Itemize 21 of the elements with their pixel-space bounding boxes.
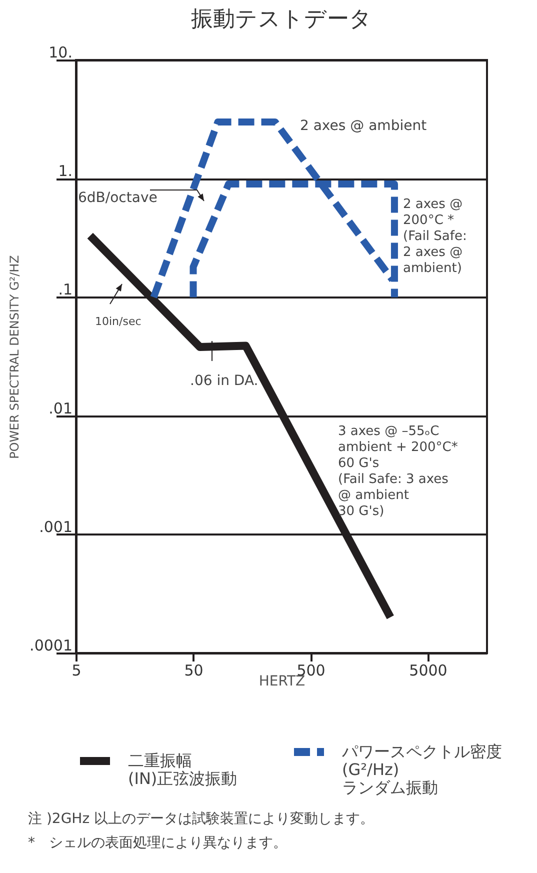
x-tick-label: 50 (184, 662, 204, 680)
legend-label: 二重振幅 (IN)正弦波振動 (128, 751, 238, 788)
chart-title: 振動テストデータ (191, 7, 372, 32)
annotation: 2 axes @ ambient (300, 118, 428, 134)
y-tick-label: .1 (58, 280, 72, 299)
y-tick-label: .001 (39, 518, 72, 536)
annotation: 2 axes @ 200°C * (Fail Safe: 2 axes @ ambient) (403, 197, 467, 276)
annotation: 10in/sec (95, 315, 142, 328)
y-tick-label: .01 (48, 399, 72, 418)
y-tick-label: 1. (58, 162, 72, 180)
y-axis-title: POWER SPECTRAL DENSITY G²/HZ (8, 255, 22, 459)
text: * シェルの表面処理により異なります。 (28, 834, 288, 853)
annotation: .06 in DA. (190, 373, 258, 389)
legend-label: パワースペクトル密度 (G²/Hz) ランダム振動 (341, 742, 502, 797)
text: 注 )2GHz 以上のデータは試験装置により変動します。 (28, 810, 375, 829)
y-tick-label: .0001 (30, 636, 72, 654)
x-tick-label: 5 (72, 662, 82, 680)
y-tick-label: 10. (48, 44, 72, 62)
annotation: 3 axes @ –55ₒC ambient + 200°C* 60 G's (Fail Safe: 3 axes @ ambient 30 G's) (338, 424, 458, 519)
x-tick-label: 5000 (409, 662, 448, 680)
annotation: 6dB/octave (78, 190, 158, 206)
